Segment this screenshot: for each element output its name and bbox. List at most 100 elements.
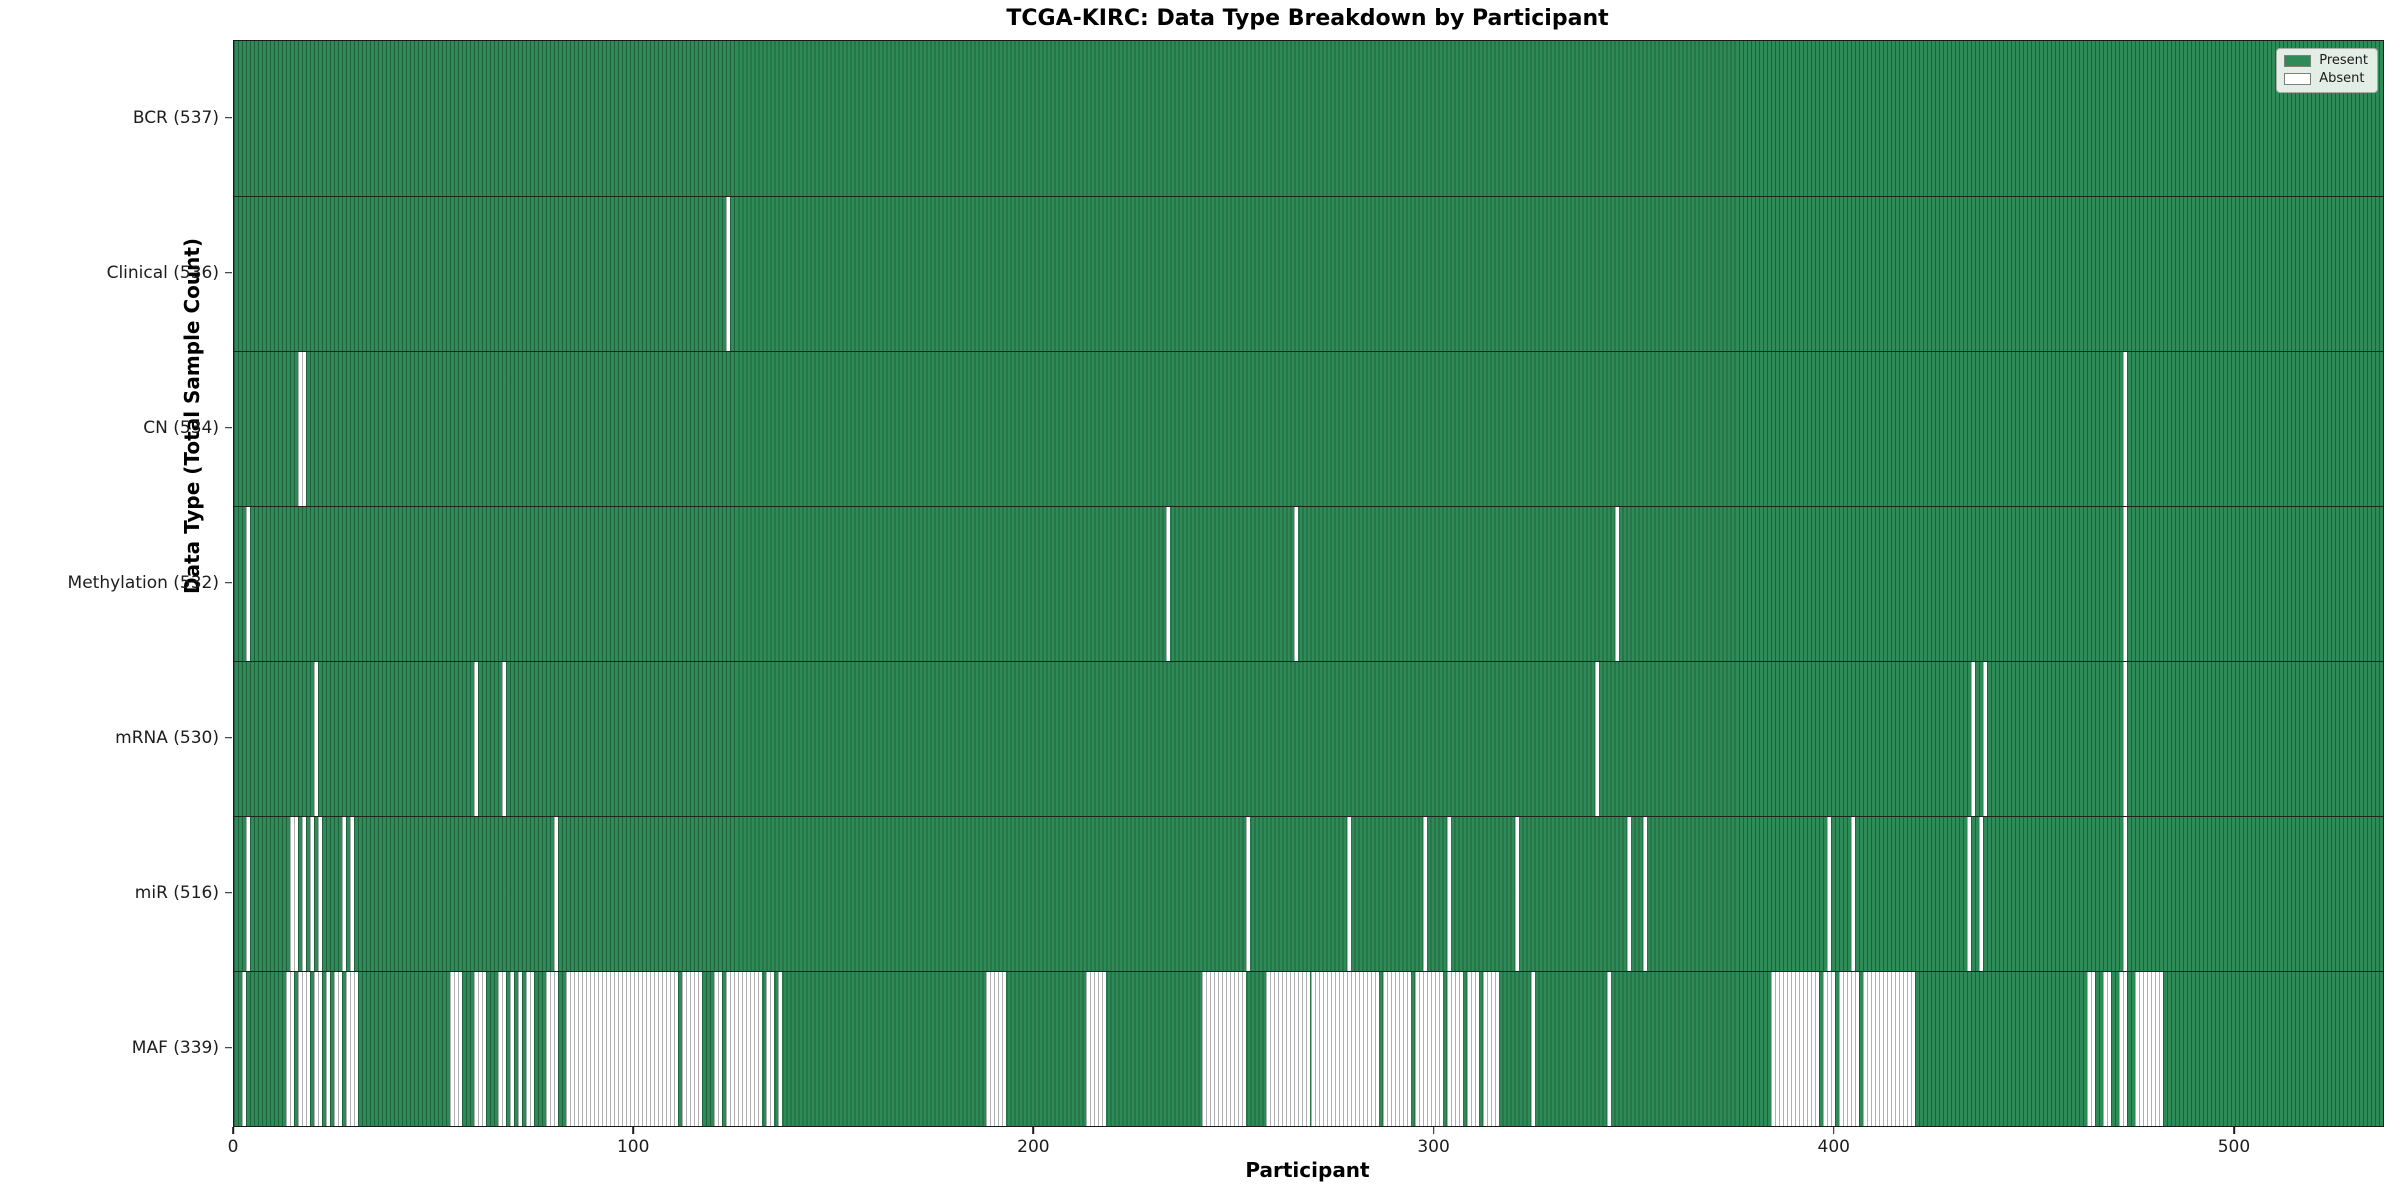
absent-mark: [1166, 507, 1171, 661]
absent-mark: [350, 972, 355, 1126]
absent-mark: [766, 972, 771, 1126]
absent-mark: [1326, 972, 1331, 1126]
absent-mark: [986, 972, 991, 1126]
absent-mark: [1422, 972, 1427, 1126]
absent-mark: [770, 972, 775, 1126]
absent-mark: [298, 352, 303, 506]
absent-mark: [1398, 972, 1403, 1126]
absent-mark: [554, 817, 559, 971]
absent-mark: [1386, 972, 1391, 1126]
absent-mark: [1426, 972, 1431, 1126]
absent-mark: [1450, 972, 1455, 1126]
absent-mark: [242, 972, 246, 1126]
absent-mark: [574, 972, 579, 1126]
absent-mark: [1514, 817, 1519, 971]
absent-mark: [1790, 972, 1795, 1126]
absent-mark: [1322, 972, 1327, 1126]
x-tick-mark: [1032, 1127, 1035, 1134]
absent-mark: [1770, 972, 1775, 1126]
absent-mark: [518, 972, 523, 1126]
y-tick-mark: [225, 116, 232, 119]
absent-mark: [1486, 972, 1491, 1126]
y-tick-label-CN: CN (534): [143, 417, 219, 438]
absent-mark: [1810, 972, 1815, 1126]
absent-mark: [1966, 817, 1971, 971]
absent-mark: [1594, 662, 1599, 816]
absent-mark: [2086, 972, 2091, 1126]
absent-mark: [2122, 662, 2127, 816]
absent-mark: [594, 972, 599, 1126]
y-tick-mark: [225, 426, 232, 429]
absent-mark: [1402, 972, 1407, 1126]
absent-mark: [314, 662, 319, 816]
heatmap-row-BCR: [234, 41, 2383, 196]
absent-mark: [1814, 972, 1819, 1126]
absent-mark: [1334, 972, 1339, 1126]
x-tick-label: 300: [1417, 1137, 1450, 1157]
absent-mark: [998, 972, 1003, 1126]
absent-mark: [670, 972, 675, 1126]
absent-mark: [1366, 972, 1371, 1126]
absent-mark: [1230, 972, 1235, 1126]
absent-mark: [246, 507, 250, 661]
absent-mark: [1822, 972, 1827, 1126]
absent-mark: [294, 817, 299, 971]
absent-mark: [546, 972, 551, 1126]
absent-mark: [778, 972, 783, 1126]
absent-mark: [1422, 817, 1427, 971]
absent-mark: [2118, 972, 2123, 1126]
absent-mark: [1826, 817, 1831, 971]
legend: Present Absent: [2276, 48, 2378, 93]
absent-mark: [1202, 972, 1207, 1126]
legend-label: Present: [2319, 53, 2368, 68]
absent-mark: [1826, 972, 1831, 1126]
absent-mark: [674, 972, 679, 1126]
absent-mark: [1982, 662, 1987, 816]
absent-mark: [1090, 972, 1095, 1126]
absent-mark: [1902, 972, 1907, 1126]
absent-mark: [2142, 972, 2147, 1126]
absent-mark: [1438, 972, 1443, 1126]
heatmap-row-Methylation: [234, 506, 2383, 661]
x-tick-mark: [1832, 1127, 1835, 1134]
absent-mark: [1886, 972, 1891, 1126]
absent-mark: [1318, 972, 1323, 1126]
absent-mark: [1798, 972, 1803, 1126]
absent-mark: [1310, 972, 1315, 1126]
absent-mark: [318, 972, 323, 1126]
legend-entry-present: Present: [2284, 53, 2368, 68]
absent-mark: [474, 972, 479, 1126]
absent-mark: [1206, 972, 1211, 1126]
absent-mark: [714, 972, 719, 1126]
x-tick-label: 100: [616, 1137, 650, 1157]
absent-mark: [1210, 972, 1215, 1126]
y-axis-label: Data Type (Total Sample Count): [180, 237, 205, 594]
absent-mark: [610, 972, 615, 1126]
absent-mark: [742, 972, 747, 1126]
absent-mark: [2150, 972, 2155, 1126]
absent-mark: [1806, 972, 1811, 1126]
absent-mark: [1606, 972, 1611, 1126]
absent-mark: [498, 972, 503, 1126]
absent-mark: [570, 972, 575, 1126]
absent-mark: [1226, 972, 1231, 1126]
absent-mark: [1458, 972, 1463, 1126]
absent-mark: [1846, 972, 1851, 1126]
absent-mark: [1430, 972, 1435, 1126]
absent-mark: [1290, 972, 1295, 1126]
y-tick-mark: [225, 271, 232, 274]
absent-mark: [2154, 972, 2159, 1126]
absent-mark: [694, 972, 699, 1126]
absent-mark: [1374, 972, 1379, 1126]
heatmap-row-miR: [234, 816, 2383, 971]
absent-mark: [286, 972, 291, 1126]
heatmap-row-CN: [234, 351, 2383, 506]
absent-mark: [1874, 972, 1879, 1126]
absent-mark: [1406, 972, 1411, 1126]
absent-mark: [290, 972, 295, 1126]
legend-label: Absent: [2319, 71, 2365, 87]
absent-mark: [614, 972, 619, 1126]
absent-mark: [602, 972, 607, 1126]
absent-mark: [346, 972, 351, 1126]
